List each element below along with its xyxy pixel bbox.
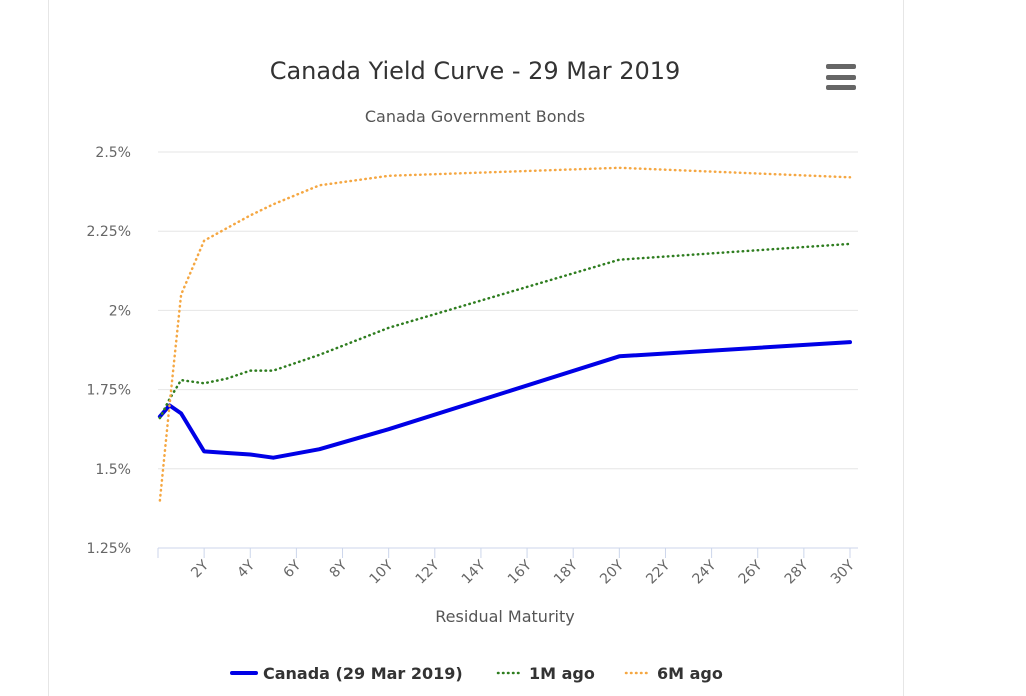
x-tick-label: 28Y bbox=[782, 557, 812, 587]
legend-item-label[interactable]: 1M ago bbox=[529, 664, 595, 683]
x-tick-label: 8Y bbox=[327, 557, 351, 581]
x-tick-label: 14Y bbox=[459, 557, 489, 587]
x-axis-title: Residual Maturity bbox=[435, 607, 574, 626]
left-border bbox=[48, 0, 49, 696]
series-line-1[interactable] bbox=[157, 340, 852, 460]
x-tick-label: 16Y bbox=[505, 557, 535, 587]
right-border bbox=[903, 0, 904, 696]
chart-subtitle: Canada Government Bonds bbox=[365, 107, 585, 126]
y-axis-ticks: 1.25% 1.5% 1.75% 2% 2.25% 2.5% bbox=[87, 145, 131, 557]
y-tick-label: 2.25% bbox=[87, 224, 131, 240]
x-tick-label: 6Y bbox=[281, 557, 305, 581]
menu-icon-bar bbox=[826, 85, 856, 90]
legend-item-label[interactable]: 6M ago bbox=[657, 664, 723, 683]
x-tick-label: 2Y bbox=[188, 557, 212, 581]
x-tick-label: 24Y bbox=[689, 557, 719, 587]
x-tick-label: 4Y bbox=[234, 557, 258, 581]
chart-title: Canada Yield Curve - 29 Mar 2019 bbox=[270, 57, 681, 85]
menu-icon-bar bbox=[826, 64, 856, 69]
x-tick-label: 12Y bbox=[413, 557, 443, 587]
chart-menu-button[interactable] bbox=[826, 64, 856, 90]
series-lines bbox=[157, 166, 852, 502]
x-tick-label: 30Y bbox=[828, 557, 858, 587]
x-axis: 2Y 4Y 6Y 8Y 10Y 12Y 14Y 16Y 18Y 20Y 22Y 24Y 26Y 28Y 30… bbox=[157, 547, 858, 587]
x-tick-label: 18Y bbox=[551, 557, 581, 587]
y-tick-label: 2% bbox=[109, 303, 131, 319]
x-tick-label: 22Y bbox=[643, 557, 673, 587]
x-tick-label: 26Y bbox=[736, 557, 766, 587]
x-tick-label: 20Y bbox=[597, 557, 627, 587]
y-tick-label: 1.25% bbox=[87, 541, 131, 557]
series-line-2[interactable] bbox=[158, 242, 852, 420]
legend[interactable]: Canada (29 Mar 2019) 1M ago 6M ago bbox=[230, 664, 723, 683]
legend-item-label[interactable]: Canada (29 Mar 2019) bbox=[263, 664, 463, 683]
x-tick-label: 10Y bbox=[367, 557, 397, 587]
series-line-3[interactable] bbox=[158, 166, 852, 502]
y-tick-label: 2.5% bbox=[95, 145, 131, 161]
y-tick-label: 1.5% bbox=[95, 462, 131, 478]
menu-icon-bar bbox=[826, 74, 856, 80]
y-tick-label: 1.75% bbox=[87, 383, 131, 399]
